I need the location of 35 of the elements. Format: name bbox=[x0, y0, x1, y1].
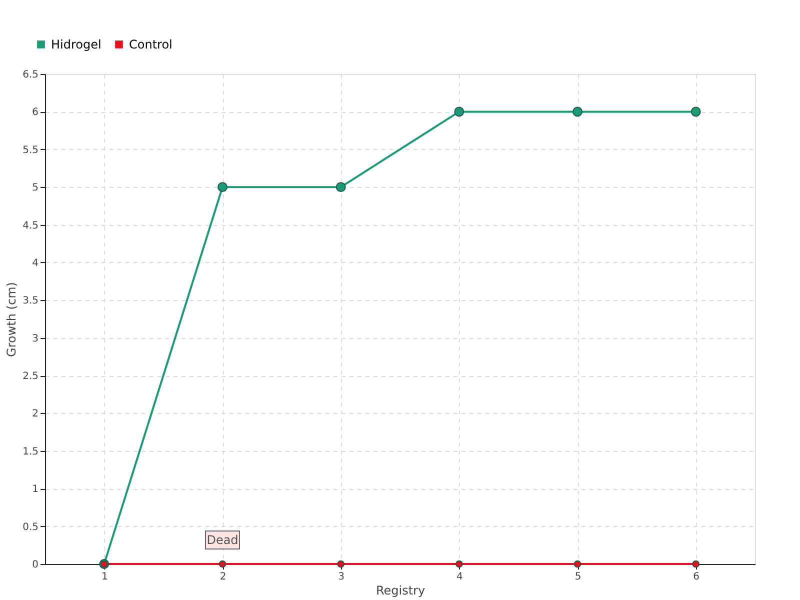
x-tick-label: 2 bbox=[220, 572, 226, 582]
point bbox=[690, 106, 701, 117]
x-tick-label: 3 bbox=[338, 572, 345, 582]
y-tick-label: 6.5 bbox=[22, 70, 38, 80]
point bbox=[337, 560, 344, 568]
y-tick-label: 2 bbox=[32, 408, 38, 420]
y-tick-label: 1.5 bbox=[22, 446, 38, 458]
point bbox=[218, 560, 226, 568]
annotation: Dead bbox=[206, 533, 238, 547]
point bbox=[454, 106, 464, 117]
y-tick-label: 6 bbox=[32, 107, 38, 118]
x-tick-label: 5 bbox=[574, 572, 582, 582]
x-axis-title: Registry bbox=[376, 584, 426, 598]
point bbox=[218, 182, 228, 192]
y-tick-label: 0 bbox=[32, 560, 38, 570]
y-tick-label: 2.5 bbox=[22, 371, 38, 382]
point bbox=[692, 560, 700, 568]
point bbox=[336, 182, 346, 192]
x-tick-label: 4 bbox=[456, 572, 463, 582]
x-tick-label: 1 bbox=[101, 572, 108, 582]
y-axis-title: Growth (cm) bbox=[4, 282, 19, 357]
y-tick-label: 4.5 bbox=[22, 220, 38, 232]
y-tick-label: 4 bbox=[32, 258, 38, 269]
y-tick-label: 3.5 bbox=[22, 296, 38, 307]
y-tick-label: 3 bbox=[32, 333, 38, 344]
legend-label: Control bbox=[129, 37, 172, 52]
y-tick-label: 1 bbox=[32, 484, 38, 496]
y-tick-label: 5 bbox=[32, 182, 38, 194]
point bbox=[456, 560, 463, 568]
point bbox=[572, 106, 582, 117]
x-tick-label: 6 bbox=[693, 572, 700, 582]
y-tick-label: 0.5 bbox=[22, 522, 38, 533]
legend-label: Hidrogel bbox=[51, 37, 102, 52]
y-tick-label: 5.5 bbox=[22, 144, 38, 156]
point bbox=[574, 560, 582, 568]
